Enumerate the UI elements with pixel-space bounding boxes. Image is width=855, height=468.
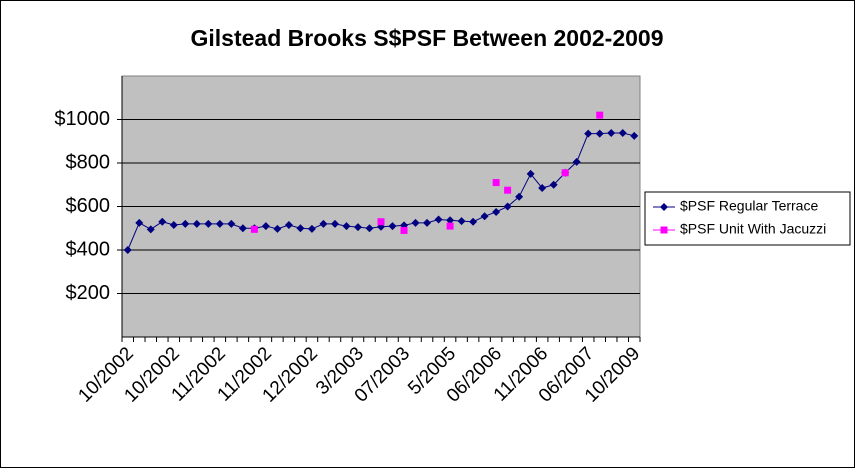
- data-point: [492, 179, 500, 187]
- data-point: [503, 202, 512, 211]
- data-point: [296, 224, 305, 233]
- data-point: [480, 212, 489, 221]
- data-point: [238, 224, 247, 233]
- data-point: [572, 157, 581, 166]
- data-point: [526, 169, 535, 178]
- data-point: [469, 217, 478, 226]
- chart-title: Gilstead Brooks S$PSF Between 2002-2009: [191, 25, 664, 51]
- data-point: [377, 218, 385, 226]
- data-point: [596, 111, 604, 119]
- data-point: [630, 131, 639, 140]
- data-point: [504, 186, 512, 194]
- data-point: [146, 225, 155, 234]
- data-point: [227, 219, 236, 228]
- data-point: [411, 218, 420, 227]
- data-point: [181, 219, 190, 228]
- data-point: [342, 222, 351, 231]
- y-tick-label: $400: [66, 238, 111, 260]
- data-point: [446, 222, 454, 230]
- data-point: [123, 246, 132, 254]
- data-point: [423, 218, 432, 227]
- data-point: [319, 219, 328, 228]
- y-tick-label: $1000: [54, 108, 110, 130]
- legend-marker: [660, 226, 668, 234]
- data-point: [365, 224, 374, 233]
- data-point: [538, 184, 547, 193]
- data-point: [250, 225, 258, 233]
- legend-box: [644, 191, 851, 246]
- data-point: [192, 219, 201, 228]
- data-point: [169, 220, 178, 229]
- data-point: [135, 218, 144, 227]
- legend-marker: [660, 203, 668, 211]
- data-point: [330, 219, 339, 228]
- y-tick-label: $200: [66, 282, 111, 304]
- data-point: [388, 222, 397, 231]
- legend-label: $PSF Unit With Jacuzzi: [680, 221, 826, 237]
- data-point: [446, 216, 455, 225]
- y-tick-label: $600: [66, 195, 111, 217]
- data-point: [561, 169, 569, 177]
- data-point: [457, 217, 466, 226]
- data-point: [353, 223, 362, 232]
- data-point: [273, 224, 282, 233]
- data-point: [204, 219, 213, 228]
- data-point: [307, 224, 316, 233]
- data-point: [492, 207, 501, 216]
- data-point: [400, 226, 408, 234]
- data-point: [261, 222, 270, 231]
- data-point: [584, 129, 593, 138]
- y-tick-label: $800: [66, 151, 111, 173]
- data-point: [158, 217, 167, 226]
- data-point: [215, 219, 224, 228]
- data-point: [618, 128, 627, 137]
- data-point: [515, 192, 524, 201]
- legend-label: $PSF Regular Terrace: [680, 198, 818, 214]
- data-point: [595, 129, 604, 138]
- data-point: [434, 215, 443, 224]
- data-point: [607, 128, 616, 137]
- data-point: [549, 180, 558, 189]
- data-point: [284, 220, 293, 229]
